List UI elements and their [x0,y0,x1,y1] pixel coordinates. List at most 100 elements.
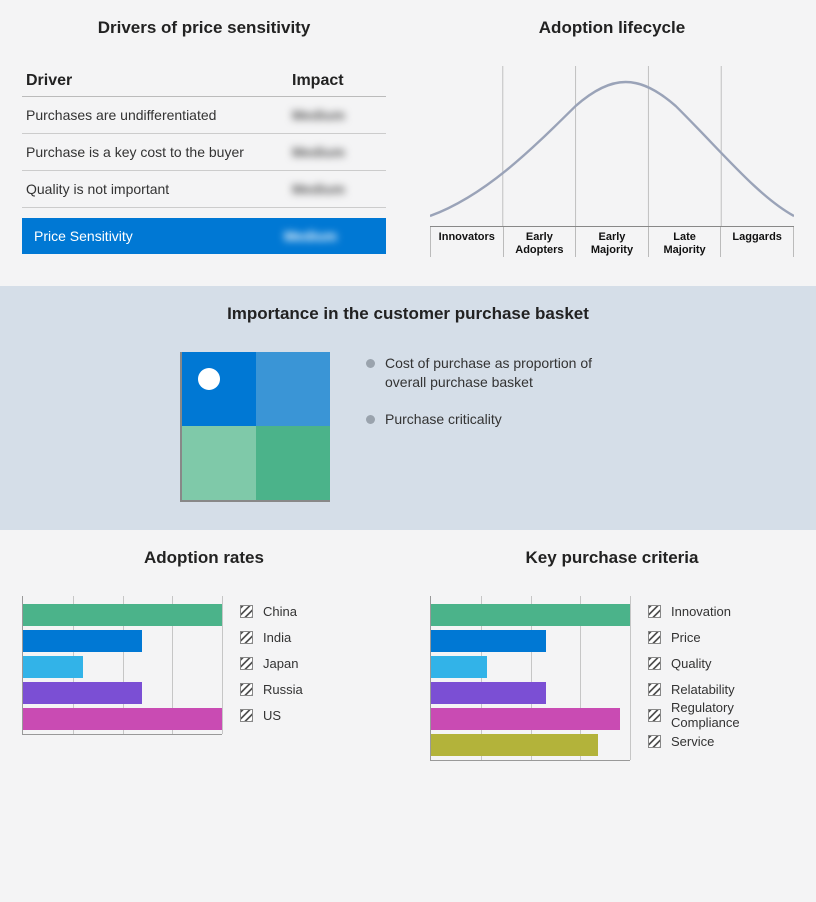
adoption-lifecycle-title: Adoption lifecycle [430,18,794,38]
impact-cell: Medium [292,181,382,197]
quadrant-title: Importance in the customer purchase bask… [22,304,794,324]
quadrant-cell-tr [256,352,330,426]
bar-legend-item: Service [648,728,794,754]
legend-swatch-icon [648,709,661,722]
legend-text: Purchase criticality [385,410,502,429]
row-3: Adoption rates China India Japan Russia US K… [0,530,816,771]
lifecycle-labels: InnovatorsEarlyAdoptersEarlyMajorityLate… [430,226,794,257]
adoption-lifecycle-panel: Adoption lifecycle InnovatorsEarlyAdopte… [408,0,816,286]
summary-label: Price Sensitivity [34,228,284,244]
price-sensitivity-panel: Drivers of price sensitivity Driver Impa… [0,0,408,286]
quadrant-legend: Cost of purchase as proportion of overal… [366,352,636,447]
table-row: Quality is not importantMedium [22,171,386,208]
legend-label: Price [671,630,701,645]
legend-swatch-icon [240,683,253,696]
lifecycle-curve [430,82,794,216]
summary-value: Medium [284,228,374,244]
table-row: Purchases are undifferentiatedMedium [22,97,386,134]
price-sensitivity-title: Drivers of price sensitivity [22,18,386,38]
bar [431,656,487,678]
bar-legend-item: Russia [240,676,386,702]
legend-swatch-icon [648,631,661,644]
quadrant-marker [198,368,220,390]
quadrant-legend-item: Cost of purchase as proportion of overal… [366,354,636,392]
legend-label: Innovation [671,604,731,619]
adoption-lifecycle-chart: InnovatorsEarlyAdoptersEarlyMajorityLate… [430,66,794,276]
gridline [222,596,223,734]
purchase-criteria-chart [430,596,630,761]
bar [431,630,546,652]
quadrant-section: Importance in the customer purchase bask… [0,286,816,530]
bar [431,682,546,704]
legend-swatch-icon [240,657,253,670]
lifecycle-segment-label: EarlyAdopters [503,227,576,257]
col-impact: Impact [292,72,382,90]
quadrant-cell-br [256,426,330,500]
quadrant-wrap: Cost of purchase as proportion of overal… [22,352,794,502]
bar-legend-item: China [240,598,386,624]
lifecycle-segment-label: Innovators [430,227,503,257]
legend-label: US [263,708,281,723]
lifecycle-segment-label: Laggards [720,227,794,257]
bar-legend-item: Relatability [648,676,794,702]
bar [23,630,142,652]
table-header: Driver Impact [22,66,386,97]
bar [23,604,222,626]
quadrant-legend-item: Purchase criticality [366,410,636,429]
bar-legend-item: Regulatory Compliance [648,702,794,728]
adoption-rates-panel: Adoption rates China India Japan Russia US [0,530,408,771]
legend-swatch-icon [648,657,661,670]
bar [431,734,598,756]
bar [431,604,630,626]
legend-label: Quality [671,656,711,671]
bar [431,708,620,730]
quadrant-chart [180,352,330,502]
bar-legend-item: Price [648,624,794,650]
bar [23,656,83,678]
legend-label: Regulatory Compliance [671,700,794,730]
purchase-criteria-panel: Key purchase criteria Innovation Price Qua… [408,530,816,771]
driver-cell: Purchase is a key cost to the buyer [26,144,292,160]
legend-label: China [263,604,297,619]
price-sensitivity-table: Driver Impact Purchases are undifferenti… [22,66,386,254]
legend-dot-icon [366,359,375,368]
adoption-rates-title: Adoption rates [22,548,386,568]
adoption-rates-wrap: China India Japan Russia US [22,596,386,735]
adoption-rates-legend: China India Japan Russia US [240,596,386,728]
legend-swatch-icon [648,735,661,748]
driver-cell: Purchases are undifferentiated [26,107,292,123]
legend-label: Relatability [671,682,735,697]
dashboard: Drivers of price sensitivity Driver Impa… [0,0,816,771]
legend-swatch-icon [648,605,661,618]
bar-legend-item: Innovation [648,598,794,624]
bar-legend-item: US [240,702,386,728]
legend-label: Japan [263,656,298,671]
table-row: Purchase is a key cost to the buyerMediu… [22,134,386,171]
lifecycle-segment-label: LateMajority [648,227,721,257]
purchase-criteria-title: Key purchase criteria [430,548,794,568]
lifecycle-svg [430,66,794,226]
purchase-criteria-wrap: Innovation Price Quality Relatability Regula… [430,596,794,761]
bar-legend-item: India [240,624,386,650]
legend-label: India [263,630,291,645]
legend-swatch-icon [240,709,253,722]
legend-text: Cost of purchase as proportion of overal… [385,354,636,392]
quadrant-cell-tl [182,352,256,426]
bar-legend-item: Japan [240,650,386,676]
purchase-criteria-legend: Innovation Price Quality Relatability Regula… [648,596,794,754]
impact-cell: Medium [292,107,382,123]
gridline [630,596,631,760]
legend-swatch-icon [240,605,253,618]
impact-cell: Medium [292,144,382,160]
bar [23,682,142,704]
row-1: Drivers of price sensitivity Driver Impa… [0,0,816,286]
price-sensitivity-summary: Price Sensitivity Medium [22,218,386,254]
legend-label: Service [671,734,714,749]
adoption-rates-chart [22,596,222,735]
bar [23,708,222,730]
quadrant-cell-bl [182,426,256,500]
driver-cell: Quality is not important [26,181,292,197]
legend-swatch-icon [240,631,253,644]
legend-swatch-icon [648,683,661,696]
legend-dot-icon [366,415,375,424]
